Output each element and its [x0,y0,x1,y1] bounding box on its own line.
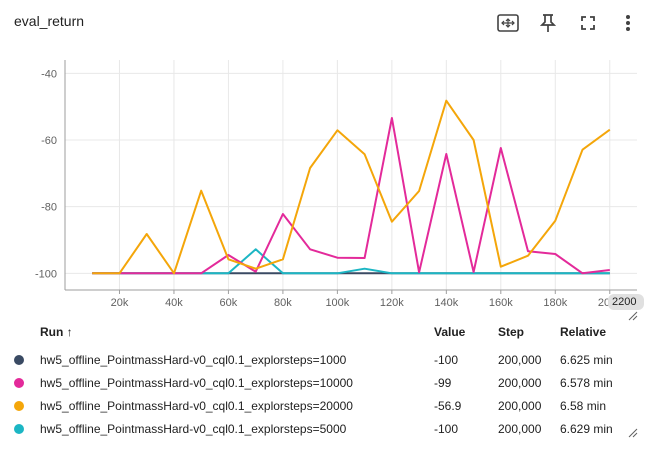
run-color-dot [14,371,40,394]
run-step: 200,000 [498,352,542,367]
fit-domain-icon[interactable] [495,10,521,36]
run-name: hw5_offline_PointmassHard-v0_cql0.1_expl… [40,421,347,436]
y-tick-label: -100 [35,268,57,280]
pin-icon[interactable] [535,10,561,36]
run-value: -99 [434,375,452,390]
chart-grid [65,60,637,290]
x-tick-label: 180k [543,297,567,309]
table-row[interactable]: hw5_offline_PointmassHard-v0_cql0.1_expl… [14,394,640,417]
runs-table: Run ↑ Value Step Relative hw5_offline_Po… [14,325,640,440]
x-tick-label: 40k [165,297,183,309]
run-relative: 6.58 min [560,398,607,413]
header-color-column [14,325,40,348]
line-chart[interactable]: -40 -60 -80 -100 20k 40k 60k 80k 100k 120k 140k 16… [0,50,653,312]
run-color-dot [14,394,40,417]
series-color-swatch [14,424,24,435]
chart-axes [64,60,637,294]
run-relative: 6.625 min [560,352,613,367]
x-tick-label: 80k [274,297,292,309]
run-name: hw5_offline_PointmassHard-v0_cql0.1_expl… [40,375,353,390]
x-tick-label: 140k [434,297,458,309]
run-value: -100 [434,421,459,436]
chart-toolbar [495,10,641,36]
y-tick-label: -60 [41,135,57,147]
header-run[interactable]: Run ↑ [40,325,434,348]
y-tick-label: -80 [41,202,57,214]
table-row[interactable]: hw5_offline_PointmassHard-v0_cql0.1_expl… [14,417,640,440]
table-resize-handle-icon[interactable] [628,428,638,438]
run-name: hw5_offline_PointmassHard-v0_cql0.1_expl… [40,352,347,367]
y-axis-tick-labels: -40 -60 -80 -100 [35,68,57,280]
x-axis-tick-labels: 20k40k60k80k100k120k140k160k180k200k [111,297,623,309]
header-relative[interactable]: Relative [560,325,607,339]
run-name: hw5_offline_PointmassHard-v0_cql0.1_expl… [40,398,353,413]
run-relative: 6.629 min [560,421,613,436]
run-step: 200,000 [498,375,542,390]
runs-table-header: Run ↑ Value Step Relative [14,325,640,348]
run-value: -100 [434,352,459,367]
series-line-2[interactable] [92,99,611,275]
x-tick-label: 160k [489,297,513,309]
header-value[interactable]: Value [434,325,466,339]
x-tick-label: 100k [325,297,349,309]
y-tick-label: -40 [41,68,57,80]
run-relative: 6.578 min [560,375,613,390]
series-line-1[interactable] [92,117,610,275]
run-step: 200,000 [498,421,542,436]
sort-ascending-icon[interactable]: ↑ [66,325,73,339]
run-value: -56.9 [434,398,462,413]
fullscreen-icon[interactable] [575,10,601,36]
series-line-3[interactable] [92,248,610,275]
table-row[interactable]: hw5_offline_PointmassHard-v0_cql0.1_expl… [14,371,640,394]
x-tick-label: 60k [220,297,238,309]
chart-title: eval_return [14,13,85,29]
series-color-swatch [14,401,24,412]
table-row[interactable]: hw5_offline_PointmassHard-v0_cql0.1_expl… [14,348,640,371]
run-color-dot [14,417,40,440]
header-run-label: Run [40,325,64,339]
x-tick-label: 20k [111,297,129,309]
header-step[interactable]: Step [498,325,525,339]
chart-series [92,99,611,275]
chart-resize-handle-icon[interactable] [628,311,638,321]
x-axis-cutoff-tick-label: 2200 [608,294,644,310]
run-color-dot [14,348,40,371]
run-step: 200,000 [498,398,542,413]
series-color-swatch [14,378,24,389]
x-tick-label: 120k [380,297,404,309]
more-vert-icon[interactable] [615,10,641,36]
series-color-swatch [14,355,24,366]
